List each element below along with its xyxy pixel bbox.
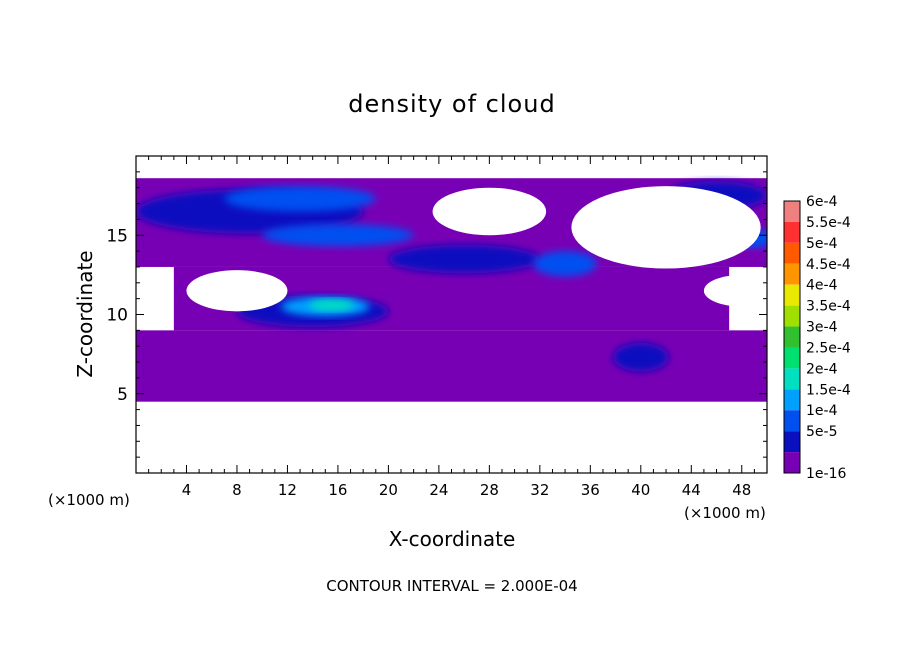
- x-tick-label: 40: [631, 481, 650, 499]
- x-tick-label: 32: [530, 481, 549, 499]
- y-axis-label: Z-coordinate: [73, 250, 97, 377]
- colorbar-swatch: [784, 242, 800, 264]
- contour-interval-note: CONTOUR INTERVAL = 2.000E-04: [326, 577, 577, 595]
- x-unit-right: (×1000 m): [684, 504, 766, 522]
- x-tick-label: 44: [682, 481, 701, 499]
- cloud-blob-4: [224, 186, 376, 212]
- colorbar-swatch: [784, 284, 800, 306]
- colorbar-swatch: [784, 368, 800, 390]
- cloud-blob-5: [262, 224, 414, 247]
- x-tick-label: 16: [328, 481, 347, 499]
- colorbar-label: 4.5e-4: [806, 257, 851, 273]
- y-tick-label: 10: [106, 306, 128, 326]
- colorbar-swatch: [784, 221, 800, 243]
- colorbar-label: 5.5e-4: [806, 215, 851, 231]
- x-tick-label: 36: [581, 481, 600, 499]
- clear-gap-2: [186, 270, 288, 312]
- x-tick-label: 24: [429, 481, 448, 499]
- cloud-blob-11: [613, 343, 669, 372]
- colorbar-label: 3e-4: [806, 320, 838, 336]
- plot-area: [136, 156, 767, 473]
- y-axis: 5 10 15: [106, 171, 767, 458]
- x-tick-label: 48: [732, 481, 751, 499]
- x-unit-left: (×1000 m): [48, 491, 130, 509]
- colorbar-swatch: [784, 263, 800, 285]
- colorbar-swatch: [784, 326, 800, 348]
- density-field: [136, 178, 767, 402]
- colorbar-label: 1e-4: [806, 403, 838, 419]
- y-tick-label: 5: [117, 385, 128, 405]
- clear-gap-0: [571, 186, 761, 269]
- cloud-blob-6: [388, 244, 540, 274]
- colorbar-label: 6e-4: [806, 194, 838, 210]
- colorbar-swatch: [784, 452, 800, 473]
- colorbar-label: 2e-4: [806, 361, 838, 377]
- colorbar-label: 2.5e-4: [806, 340, 851, 356]
- x-axis: 4 8 12 16 20 24 28 32 36 40 44 48: [148, 156, 755, 499]
- x-tick-label: 12: [278, 481, 297, 499]
- colorbar-swatch: [784, 347, 800, 369]
- colorbar-swatch: [784, 389, 800, 411]
- x-axis-label: X-coordinate: [389, 527, 516, 551]
- x-tick-label: 28: [480, 481, 499, 499]
- colorbar-frame: [783, 200, 801, 474]
- x-tick-label: 8: [232, 481, 242, 499]
- cloud-blob-10: [308, 299, 355, 311]
- cloud-blob-7: [533, 251, 597, 277]
- colorbar-swatch: [784, 201, 800, 222]
- colorbar-label: 1e-16: [806, 466, 846, 482]
- x-tick-label: 4: [182, 481, 192, 499]
- colorbar-label: 4e-4: [806, 278, 838, 294]
- colorbar-label: 5e-4: [806, 236, 838, 252]
- colorbar-label: 5e-5: [806, 424, 837, 440]
- y-tick-label: 15: [106, 226, 128, 246]
- colorbar: 6e-4 5.5e-4 5e-4 4.5e-4 4e-4 3.5e-4 3e-4 2.5e-4…: [783, 194, 851, 482]
- colorbar-swatch: [784, 431, 800, 453]
- colorbar-swatch: [784, 305, 800, 327]
- cloud-band-0: [136, 330, 767, 402]
- colorbar-label: 1.5e-4: [806, 382, 851, 398]
- clear-gap-3: [703, 274, 767, 307]
- chart-title: density of cloud: [348, 90, 555, 118]
- clear-gap-1: [432, 187, 547, 236]
- x-tick-label: 20: [379, 481, 398, 499]
- colorbar-label: 3.5e-4: [806, 299, 851, 315]
- colorbar-swatch: [784, 410, 800, 432]
